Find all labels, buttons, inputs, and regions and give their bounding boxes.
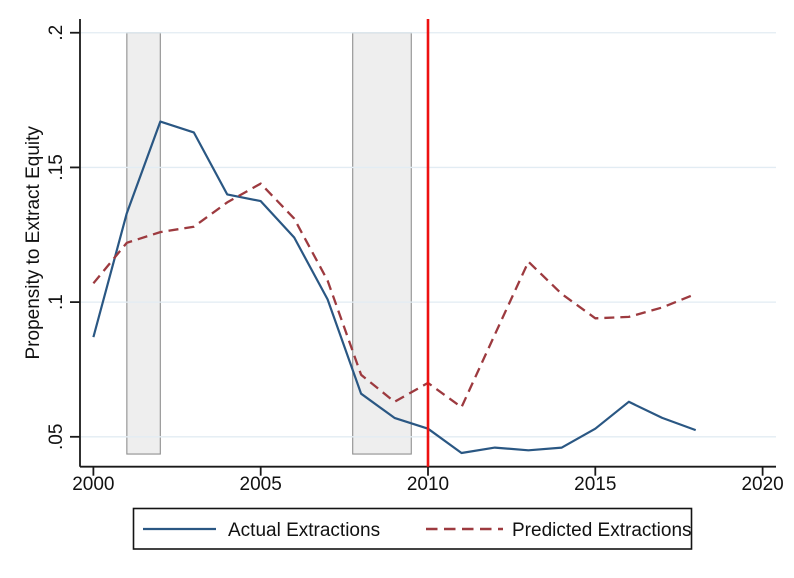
recession-band [126, 32, 161, 455]
y-tick-label: .15 [46, 154, 67, 180]
legend-box [132, 507, 693, 550]
series-line-actual-extractions [92, 120, 697, 455]
x-tick-label: 2005 [240, 474, 282, 495]
y-tick-label: .05 [46, 424, 67, 450]
legend-label-actual: Actual Extractions [228, 520, 380, 541]
x-tick-label: 2020 [741, 474, 783, 495]
legend-label-predicted: Predicted Extractions [512, 520, 692, 541]
x-tick-group: 2000 2005 2010 2015 2020 [72, 466, 784, 495]
series-lines [92, 120, 697, 455]
x-tick-label: 2010 [407, 474, 449, 495]
y-tick-label: .1 [46, 294, 67, 310]
y-tick-group: .05 .1 .15 .2 [46, 25, 80, 450]
legend: Actual Extractions Predicted Extractions [132, 507, 693, 550]
y-axis-title: Propensity to Extract Equity [23, 126, 44, 360]
series-line-predicted-extractions [92, 182, 697, 409]
recession-band [352, 32, 412, 455]
x-tick-label: 2000 [72, 474, 114, 495]
x-tick-label: 2015 [574, 474, 616, 495]
recession-bands [126, 32, 412, 455]
y-tick-label: .2 [46, 25, 67, 41]
